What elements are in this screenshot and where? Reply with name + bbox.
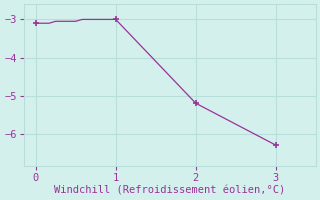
X-axis label: Windchill (Refroidissement éolien,°C): Windchill (Refroidissement éolien,°C) — [54, 186, 285, 196]
